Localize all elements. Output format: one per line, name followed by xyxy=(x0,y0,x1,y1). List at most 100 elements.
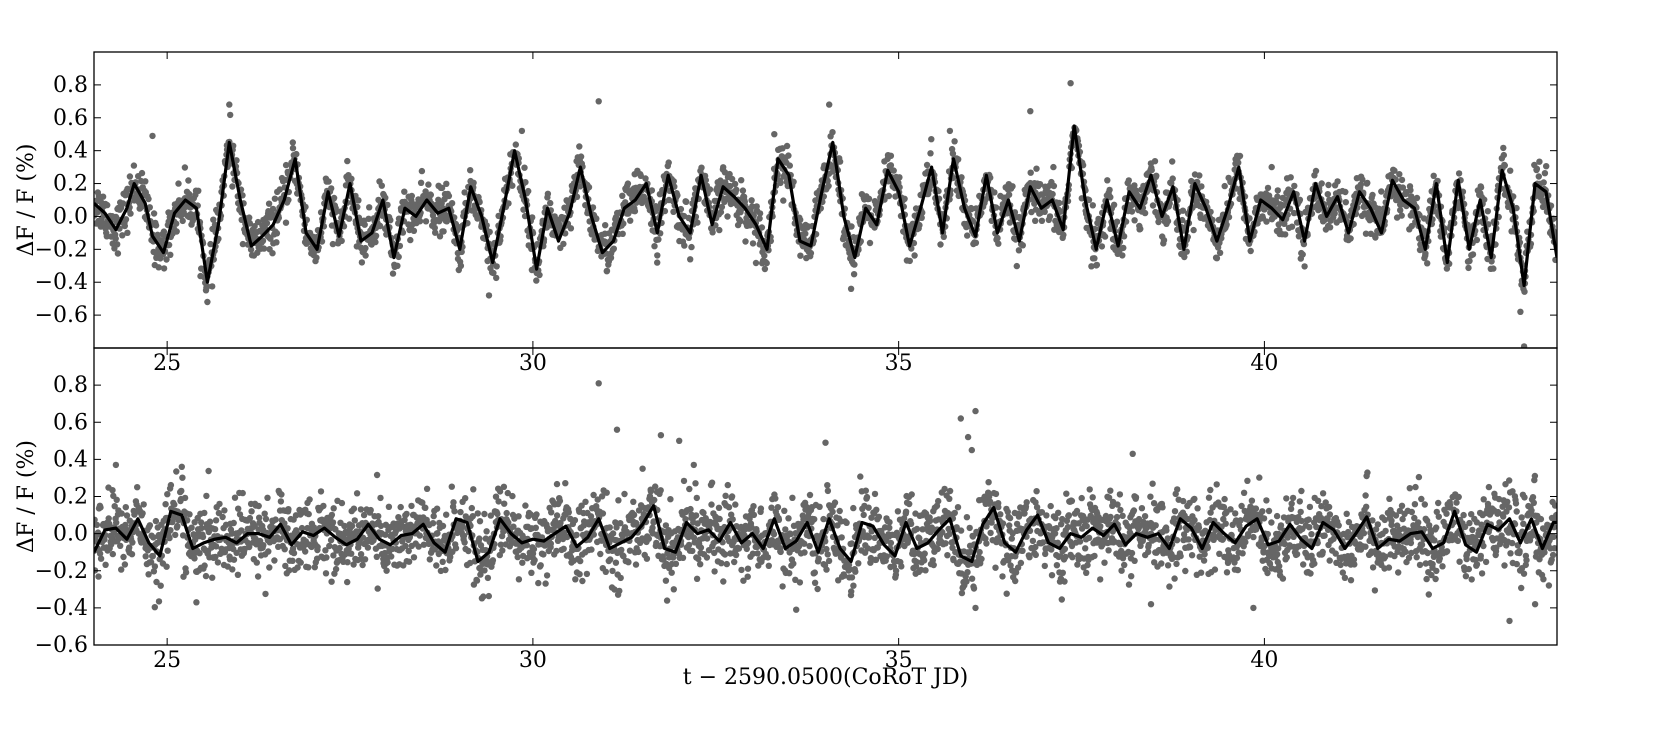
data-point xyxy=(697,561,704,568)
data-point xyxy=(1050,182,1058,190)
data-point xyxy=(693,575,701,582)
data-point xyxy=(911,252,918,259)
data-point xyxy=(433,505,441,512)
data-point xyxy=(544,190,552,197)
data-point xyxy=(521,164,528,171)
data-point xyxy=(577,153,585,160)
data-point xyxy=(746,515,753,522)
y-tick-label: −0.2 xyxy=(35,237,88,262)
data-point xyxy=(145,571,152,578)
data-point xyxy=(151,563,159,570)
data-point xyxy=(1137,225,1144,233)
data-point xyxy=(476,535,483,542)
data-point xyxy=(688,243,695,251)
data-point xyxy=(862,487,869,494)
data-point xyxy=(655,236,662,243)
data-point xyxy=(547,540,554,547)
outlier-point xyxy=(1268,163,1275,171)
data-point xyxy=(1085,196,1093,204)
data-point xyxy=(1060,231,1067,239)
data-point xyxy=(807,249,815,257)
data-point xyxy=(527,511,534,518)
data-point xyxy=(260,542,267,549)
data-point xyxy=(313,254,320,261)
data-point xyxy=(728,175,736,183)
data-point xyxy=(731,180,739,188)
data-point xyxy=(785,515,792,522)
bottom-plot-area xyxy=(94,380,1557,625)
data-point xyxy=(1196,172,1203,179)
data-point xyxy=(1181,253,1188,261)
data-point xyxy=(460,532,468,539)
data-point xyxy=(865,195,873,202)
data-point xyxy=(1013,262,1020,270)
data-point xyxy=(756,215,763,222)
data-point xyxy=(1281,220,1288,227)
data-point xyxy=(219,513,226,521)
data-point xyxy=(430,512,437,520)
data-point xyxy=(698,164,705,171)
data-point xyxy=(560,545,567,552)
y-tick-label: 0.6 xyxy=(53,106,88,131)
data-point xyxy=(130,162,138,169)
data-point xyxy=(1324,191,1332,198)
data-point xyxy=(552,517,559,525)
data-point xyxy=(155,264,162,271)
data-point xyxy=(442,566,449,574)
data-point xyxy=(510,523,517,530)
data-point xyxy=(949,150,957,157)
data-point xyxy=(848,540,856,547)
data-point xyxy=(163,563,170,570)
data-point xyxy=(816,503,823,510)
data-point xyxy=(735,545,743,552)
data-point xyxy=(703,554,711,561)
data-point xyxy=(181,164,189,171)
data-point xyxy=(247,246,255,253)
data-point xyxy=(733,186,740,193)
data-point xyxy=(787,530,794,538)
data-point xyxy=(1288,223,1296,230)
data-point xyxy=(836,507,843,515)
data-point xyxy=(401,516,408,524)
data-point xyxy=(360,511,368,519)
data-point xyxy=(587,513,595,520)
data-point xyxy=(770,531,778,538)
data-point xyxy=(775,516,783,523)
data-point xyxy=(681,242,688,249)
data-point xyxy=(495,498,502,505)
data-point xyxy=(265,548,272,555)
data-point xyxy=(303,240,310,247)
data-point xyxy=(951,138,958,145)
data-point xyxy=(848,574,856,581)
data-point xyxy=(493,274,500,282)
data-point xyxy=(958,174,965,181)
data-point xyxy=(725,504,733,511)
data-point xyxy=(311,564,318,571)
data-point xyxy=(530,545,538,553)
data-point xyxy=(663,597,671,604)
data-point xyxy=(1119,252,1126,259)
data-point xyxy=(697,544,705,551)
data-point xyxy=(427,191,434,199)
data-point xyxy=(461,189,468,196)
data-point xyxy=(1247,247,1254,255)
data-point xyxy=(372,238,379,246)
data-point xyxy=(1265,192,1273,199)
data-point xyxy=(120,553,127,561)
data-point xyxy=(765,562,772,569)
data-point xyxy=(1501,162,1509,169)
data-point xyxy=(923,161,931,169)
data-point xyxy=(185,177,192,184)
data-point xyxy=(329,240,337,248)
data-point xyxy=(129,539,136,546)
data-point xyxy=(723,560,730,568)
data-point xyxy=(246,514,254,522)
outlier-point xyxy=(149,132,156,140)
data-point xyxy=(348,175,355,182)
data-point xyxy=(635,507,643,514)
data-point xyxy=(547,199,554,207)
data-point xyxy=(497,541,505,548)
data-point xyxy=(423,485,431,492)
data-point xyxy=(230,556,238,563)
data-point xyxy=(749,550,757,557)
